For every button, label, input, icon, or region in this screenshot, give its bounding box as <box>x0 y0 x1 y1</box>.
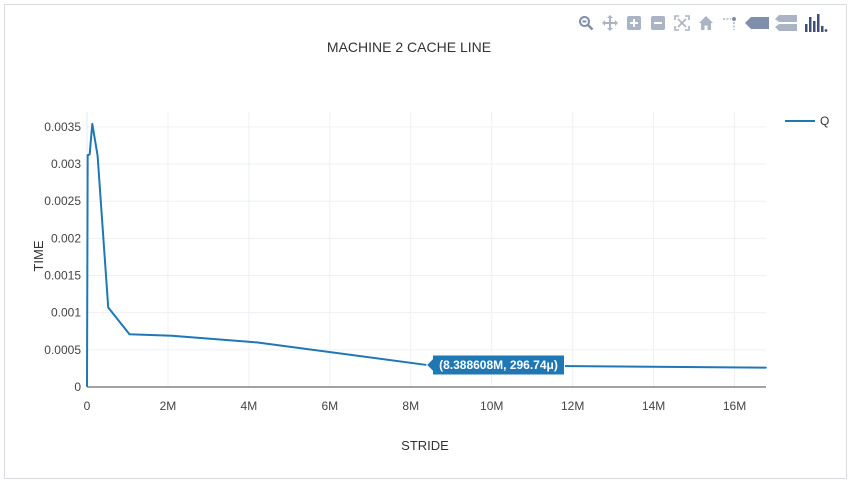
x-tick-label: 14M <box>642 399 665 413</box>
zoom-in-icon[interactable] <box>625 15 643 31</box>
hover-box <box>425 354 565 376</box>
hover-compare-icon[interactable] <box>775 15 797 31</box>
y-axis-label: TIME <box>31 240 46 271</box>
data-point[interactable] <box>91 123 94 125</box>
y-tick-label: 0.003 <box>51 157 81 171</box>
chart-container: MACHINE 2 CACHE LINE 0 2M 4M 6M 8M 10M 12M 14M 1… <box>4 4 847 479</box>
home-icon[interactable] <box>697 15 715 31</box>
x-tick-label: 2M <box>160 399 177 413</box>
x-tick-label: 6M <box>321 399 338 413</box>
chart-title: MACHINE 2 CACHE LINE <box>327 39 491 55</box>
x-tick-label: 16M <box>723 399 746 413</box>
y-tick-label: 0.0035 <box>44 120 81 134</box>
y-tick-label: 0.0015 <box>44 269 81 283</box>
modebar <box>577 14 829 32</box>
x-tick-label: 0 <box>84 399 91 413</box>
hover-closest-icon[interactable] <box>745 15 769 31</box>
data-point[interactable] <box>96 155 99 157</box>
legend-label: Q <box>820 114 829 128</box>
y-tick-label: 0.0025 <box>44 194 81 208</box>
y-tick-label: 0.002 <box>51 231 81 245</box>
x-tick-label: 12M <box>561 399 584 413</box>
data-point[interactable] <box>86 385 88 388</box>
grid <box>87 112 766 387</box>
series <box>86 122 767 388</box>
y-tick-label: 0.001 <box>51 306 81 320</box>
hover-label: (8.388608M, 296.74μ) <box>439 358 558 372</box>
y-tick-label: 0.0005 <box>44 343 81 357</box>
data-point[interactable] <box>107 306 110 309</box>
data-point[interactable] <box>128 333 131 336</box>
zoom-icon[interactable] <box>577 15 595 31</box>
data-point[interactable] <box>765 366 767 369</box>
spike-lines-icon[interactable] <box>721 15 739 31</box>
x-tick-label: 4M <box>241 399 258 413</box>
axes: 0 2M 4M 6M 8M 10M 12M 14M 16M 0 0.0005 0.001 0.0015 0… <box>44 112 766 413</box>
data-point[interactable] <box>87 154 90 156</box>
y-tick-label: 0 <box>74 380 81 394</box>
plotly-logo-icon[interactable] <box>803 14 829 32</box>
data-point[interactable] <box>255 341 258 344</box>
x-axis-label: STRIDE <box>401 438 449 453</box>
x-tick-label: 8M <box>402 399 419 413</box>
chart-canvas: MACHINE 2 CACHE LINE 0 2M 4M 6M 8M 10M 12M 14M 1… <box>31 39 829 453</box>
pan-icon[interactable] <box>601 15 619 31</box>
x-tick-label: 10M <box>480 399 503 413</box>
hover-tooltip: (8.388608M, 296.74μ) <box>425 354 565 376</box>
autoscale-icon[interactable] <box>673 15 691 31</box>
zoom-out-icon[interactable] <box>649 15 667 31</box>
legend[interactable]: Q <box>785 114 829 128</box>
series-line-Q[interactable] <box>86 122 767 387</box>
data-point[interactable] <box>171 334 173 337</box>
data-point[interactable] <box>88 153 91 156</box>
